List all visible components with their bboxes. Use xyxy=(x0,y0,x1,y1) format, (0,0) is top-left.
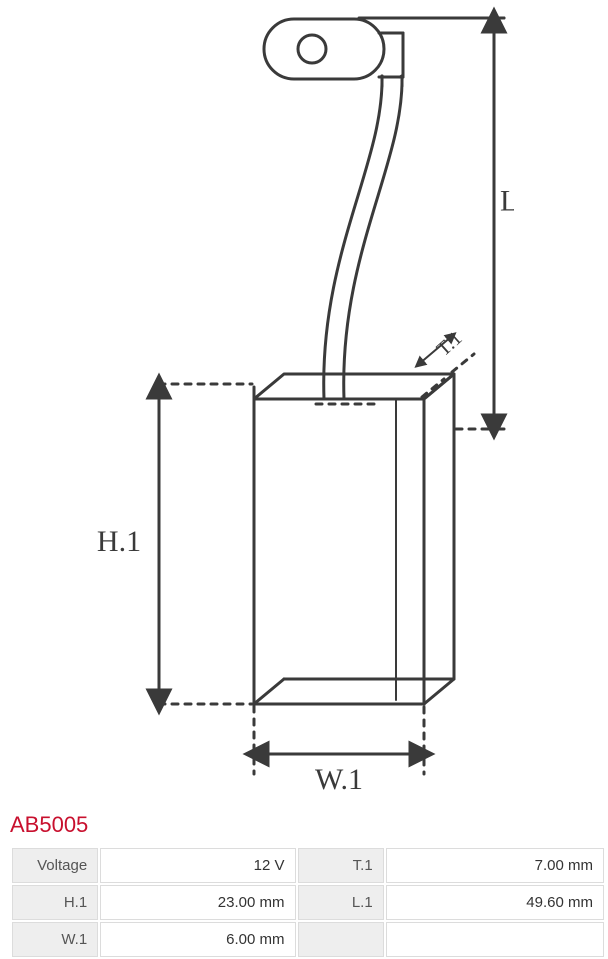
diagram-area: L.1 H.1 W.1 T.1 xyxy=(0,0,608,808)
spec-label: T.1 xyxy=(298,848,384,883)
brush-dimension-diagram: L.1 H.1 W.1 T.1 xyxy=(94,4,514,804)
table-row: H.1 23.00 mm L.1 49.60 mm xyxy=(12,885,604,920)
spec-label: H.1 xyxy=(12,885,98,920)
svg-text:W.1: W.1 xyxy=(315,763,363,796)
part-number: AB5005 xyxy=(0,808,608,846)
spec-label: Voltage xyxy=(12,848,98,883)
svg-text:H.1: H.1 xyxy=(97,525,141,558)
spec-value: 7.00 mm xyxy=(386,848,604,883)
svg-text:T.1: T.1 xyxy=(433,327,467,361)
spec-value: 12 V xyxy=(100,848,295,883)
spec-label: L.1 xyxy=(298,885,384,920)
svg-text:L.1: L.1 xyxy=(500,184,514,217)
spec-value: 23.00 mm xyxy=(100,885,295,920)
page-container: L.1 H.1 W.1 T.1 AB5005 Voltage 12 V T.1 7.0… xyxy=(0,0,608,959)
spec-table: Voltage 12 V T.1 7.00 mm H.1 23.00 mm L.… xyxy=(10,846,606,959)
table-row: Voltage 12 V T.1 7.00 mm xyxy=(12,848,604,883)
spec-value: 49.60 mm xyxy=(386,885,604,920)
